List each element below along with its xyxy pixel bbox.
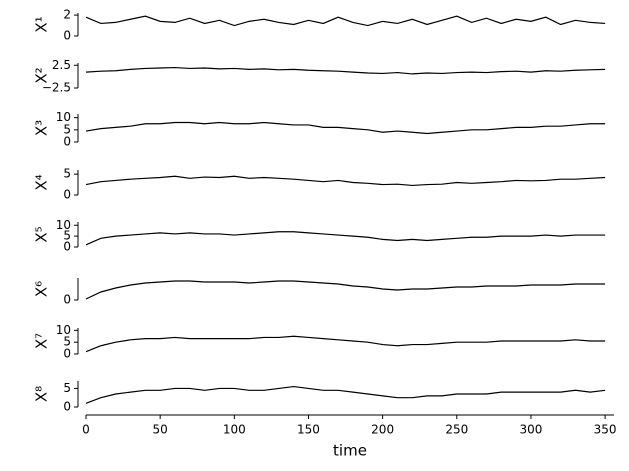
- y-tick-label: 5: [63, 122, 71, 136]
- series-line: [85, 231, 606, 246]
- x-tick-label: 350: [594, 423, 617, 437]
- series-line: [85, 66, 606, 75]
- y-tick-label: 10: [56, 323, 71, 337]
- y-tick-label: 0: [63, 240, 71, 254]
- y-axis-label: X¹: [33, 16, 51, 32]
- x-tick-label: 300: [519, 423, 542, 437]
- series-line: [85, 175, 606, 187]
- y-axis-label: X⁴: [33, 174, 51, 190]
- y-tick-label: 0: [63, 400, 71, 414]
- series-line: [85, 15, 606, 27]
- y-tick-label: 0: [63, 293, 71, 307]
- y-tick-label: 0: [63, 135, 71, 149]
- y-tick-label: 0: [63, 29, 71, 43]
- y-tick-label: 10: [56, 110, 71, 124]
- y-axis-label: X⁷: [33, 333, 51, 349]
- series-line: [85, 385, 606, 404]
- series-line: [85, 335, 606, 353]
- y-tick-label: 2: [63, 8, 71, 22]
- y-tick-label: 0: [63, 188, 71, 202]
- y-tick-label: 5: [63, 381, 71, 395]
- y-tick-label: 5: [63, 229, 71, 243]
- y-tick-label: −2.5: [42, 81, 71, 95]
- y-tick-label: 5: [63, 167, 71, 181]
- x-tick-label: 0: [82, 423, 90, 437]
- y-axis-label: X⁸: [33, 386, 51, 402]
- x-tick-label: 150: [297, 423, 320, 437]
- x-tick-label: 50: [153, 423, 168, 437]
- x-tick-label: 100: [223, 423, 246, 437]
- x-tick-label: 250: [445, 423, 468, 437]
- y-axis-label: X⁵: [33, 226, 51, 242]
- y-tick-label: 2.5: [52, 58, 71, 72]
- y-tick-label: 10: [56, 218, 71, 232]
- y-axis-label: X³: [33, 120, 51, 136]
- series-line: [85, 280, 606, 300]
- y-axis-label: X²: [33, 67, 51, 83]
- x-tick-label: 200: [371, 423, 394, 437]
- y-axis-label: X⁶: [33, 281, 51, 297]
- series-line: [85, 121, 606, 135]
- y-tick-label: 0: [63, 347, 71, 361]
- y-tick-label: 5: [63, 335, 71, 349]
- x-axis-label: time: [333, 442, 367, 460]
